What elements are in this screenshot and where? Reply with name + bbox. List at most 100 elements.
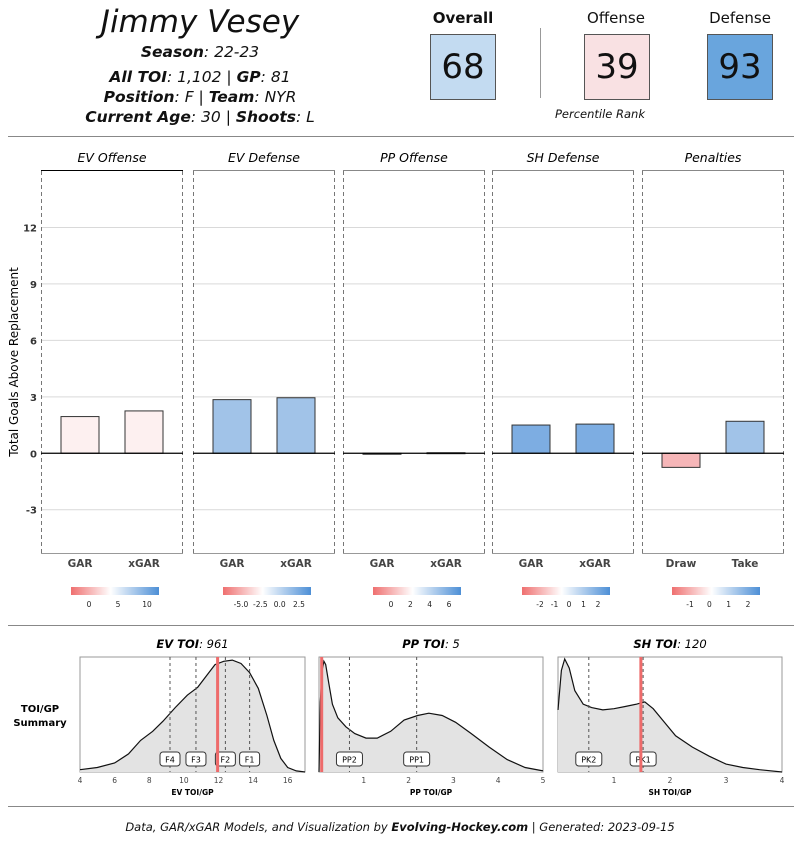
toi-title-value: : 5 [445, 637, 460, 651]
toi-panel: PP TOI: 5 PP2 PP1 1 2 3 4 5 PP TOI/GP [318, 637, 546, 797]
density-area [319, 661, 543, 772]
x-tick-label: 6 [112, 776, 117, 785]
gar-divider [8, 625, 794, 626]
bar [511, 424, 551, 454]
legend-tick-label: 2 [746, 600, 751, 609]
season-label: Season [140, 43, 204, 61]
x-tick-label: 4 [78, 776, 83, 785]
toi-panel: SH TOI: 120 PK2 PK1 1 2 3 4 SH TOI/GP [557, 637, 785, 797]
x-tick-label: GAR [370, 558, 395, 570]
legend-tick-label: -2 [536, 600, 544, 609]
bar [276, 397, 316, 454]
x-tick-label: 2 [406, 776, 411, 785]
age-line: Current Age: 30 | Shoots: L [85, 108, 315, 126]
line-marker-box [239, 751, 261, 767]
color-legend-bar [223, 587, 311, 595]
toi-title-value: : 120 [677, 637, 706, 651]
y-axis-label: Total Goals Above Replacement [7, 267, 21, 458]
gp-value: 81 [270, 68, 291, 86]
x-tick-label: 3 [451, 776, 456, 785]
overall-label: Overall [432, 9, 494, 27]
line-marker-box [185, 751, 207, 767]
y-tick-label: 12 [23, 223, 37, 234]
season-line: Season: 22-23 [140, 43, 260, 61]
gar-panel: SH Defense GAR xGAR -2 -1 0 1 2 [492, 150, 634, 609]
x-tick-label: 8 [147, 776, 152, 785]
x-tick-label: 2 [668, 776, 673, 785]
offense-label: Offense [587, 9, 645, 27]
x-tick-label: xGAR [280, 558, 312, 570]
legend-tick-label: 0 [707, 600, 712, 609]
x-tick-label: xGAR [430, 558, 462, 570]
shoots-value: L [306, 108, 315, 126]
bar [575, 423, 615, 454]
toi-panel-title: EV TOI: 961 [156, 637, 228, 651]
footer-brand: Evolving-Hockey.com [391, 820, 529, 834]
density-area [558, 659, 782, 772]
y-tick-label: 6 [30, 336, 37, 347]
color-legend-bar [672, 587, 760, 595]
x-tick-label: Take [732, 558, 759, 570]
gp-label: GP [236, 68, 261, 86]
legend-tick-label: 0 [389, 600, 394, 609]
team-label: Team [208, 88, 255, 106]
line-marker-box [159, 751, 181, 767]
percentile-divider [540, 28, 541, 98]
legend-tick-label: 4 [427, 600, 432, 609]
defense-percentile-box: 93 [707, 34, 773, 100]
y-tick-label: 3 [30, 393, 37, 404]
age-label: Current Age [85, 108, 191, 126]
season-value: 22-23 [214, 43, 260, 61]
footer-prefix: Data, GAR/xGAR Models, and Visualization… [125, 820, 392, 834]
age-value: 30 [201, 108, 221, 126]
toi-panel: EV TOI: 961 F4 F3 F2 F1 4 6 8 10 12 14 16 EV TOI/GP [78, 637, 306, 797]
toi-title-name: PP TOI [402, 637, 445, 651]
x-axis-label: PP TOI/GP [410, 788, 453, 797]
legend-tick-label: -1 [686, 600, 694, 609]
x-tick-label: 12 [214, 776, 224, 785]
toi-panel-title: PP TOI: 5 [402, 637, 460, 651]
line-marker-label: PK2 [581, 756, 596, 765]
toi-line: All TOI: 1,102 | GP: 81 [109, 68, 291, 86]
x-tick-label: 4 [780, 776, 785, 785]
line-marker-label: PP1 [409, 756, 424, 765]
legend-tick-label: 2 [408, 600, 413, 609]
toi-row-label-line1: TOI/GP [21, 704, 59, 715]
footer-credit: Data, GAR/xGAR Models, and Visualization… [0, 820, 800, 834]
gar-panel: PP Offense GAR xGAR 0 2 4 6 [343, 150, 485, 609]
density-line [557, 657, 783, 773]
bar [124, 410, 164, 454]
legend-tick-label: 2 [596, 600, 601, 609]
x-axis-label: SH TOI/GP [649, 788, 692, 797]
line-marker-label: F2 [221, 756, 231, 765]
position-label: Position [103, 88, 175, 106]
gar-panel: EV Offense GAR xGAR 0 5 10 [41, 150, 183, 609]
line-marker-box [335, 751, 363, 767]
gar-panel: Penalties Draw Take -1 0 1 2 [642, 150, 784, 609]
toi-title-name: EV TOI [156, 637, 199, 651]
x-axis-label: EV TOI/GP [171, 788, 214, 797]
toi-title-value: : 961 [199, 637, 228, 651]
toi-row-label-line2: Summary [13, 718, 67, 729]
color-legend-bar [522, 587, 610, 595]
x-tick-label: GAR [519, 558, 544, 570]
toi-title-name: SH TOI [633, 637, 678, 651]
x-tick-label: 4 [496, 776, 501, 785]
bar [661, 452, 701, 468]
shoots-label: Shoots [235, 108, 296, 126]
defense-label: Defense [709, 9, 771, 27]
gar-panel: EV Defense GAR xGAR -5.0 -2.5 0.0 2.5 [193, 150, 335, 609]
legend-tick-label: 2.5 [293, 600, 305, 609]
panel-title: EV Offense [77, 150, 146, 165]
x-tick-label: xGAR [579, 558, 611, 570]
line-marker-label: PK1 [636, 756, 651, 765]
density-line [79, 659, 306, 773]
x-tick-label: Draw [666, 558, 697, 570]
x-tick-label: GAR [68, 558, 93, 570]
legend-tick-label: 0 [567, 600, 572, 609]
panel-title: Penalties [685, 150, 742, 165]
player-name: Jimmy Vesey [100, 4, 300, 40]
y-tick-label: 9 [30, 280, 37, 291]
line-marker-label: F4 [165, 756, 175, 765]
